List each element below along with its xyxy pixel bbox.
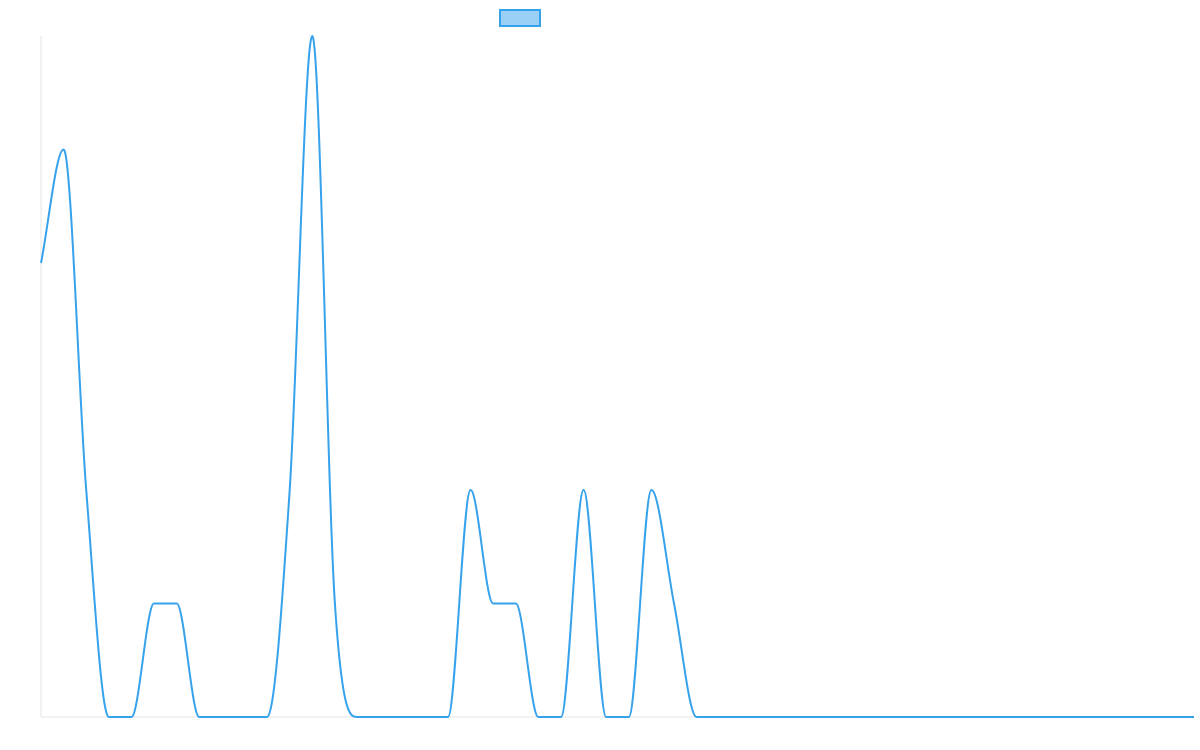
series-line (40, 35, 1194, 719)
series-layer (40, 35, 1194, 719)
legend-swatch[interactable] (499, 9, 541, 27)
legend[interactable] (499, 9, 541, 27)
